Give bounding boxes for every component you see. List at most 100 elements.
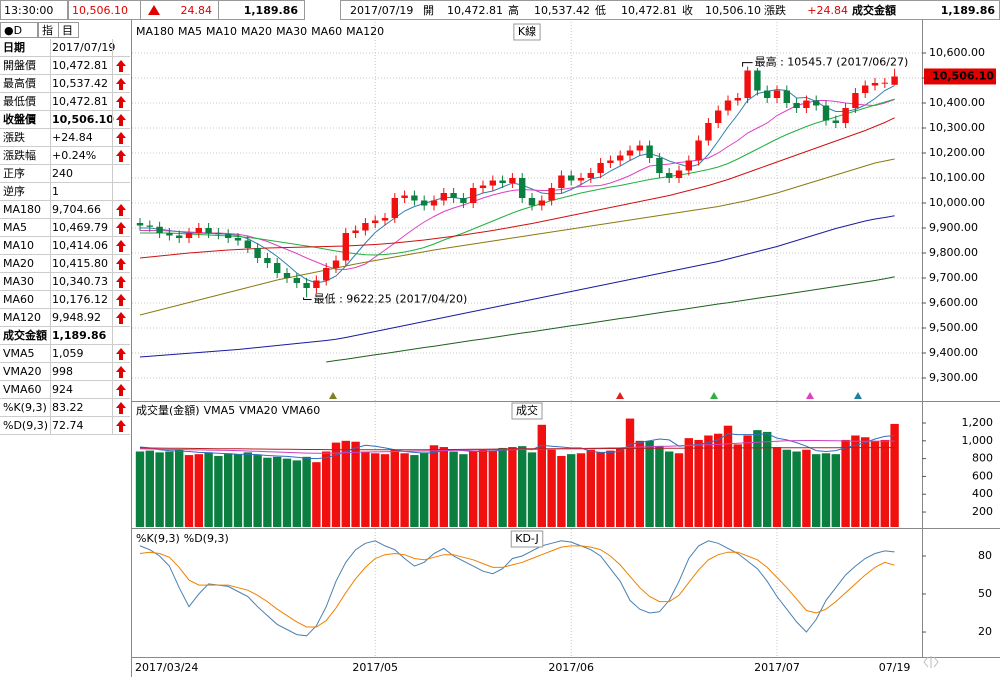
title-box [513, 23, 541, 41]
tab[interactable] [58, 22, 79, 38]
scroll-arrow[interactable] [923, 656, 929, 668]
field-label: 開 [423, 4, 434, 17]
up-arrow [116, 420, 126, 432]
row-value: 240 [52, 167, 73, 180]
candle-body [871, 83, 879, 86]
candle-body [842, 108, 849, 123]
volume-bar [753, 430, 762, 527]
up-icon [148, 5, 160, 15]
volume-bar [175, 449, 184, 527]
cell [0, 0, 68, 20]
kd-line [139, 540, 895, 637]
up-arrow [116, 222, 126, 234]
volume-bar [371, 453, 380, 527]
tab[interactable] [0, 22, 38, 38]
row-label: MA5 [3, 221, 27, 234]
volume-bar [557, 455, 566, 527]
y-tick-label: 1,000 [962, 434, 994, 447]
row-label: 開盤價 [3, 58, 36, 72]
candle-body [636, 145, 643, 151]
candle-body [646, 145, 653, 158]
signal [710, 392, 718, 399]
volume-bar [635, 440, 644, 527]
candle-body [852, 93, 859, 108]
max-annotation: 最高 : 10545.7 (2017/06/27) [755, 55, 909, 69]
up-arrow [116, 60, 126, 72]
volume-bar [625, 418, 635, 527]
time: 13:30:00 [4, 4, 53, 17]
volume-bar [224, 453, 233, 527]
candle-body [793, 103, 800, 108]
row-label: %K(9,3) [3, 401, 47, 414]
volume-bar [331, 442, 341, 527]
legend-entry: MA20 [241, 25, 272, 38]
volume-bar [439, 447, 448, 527]
annotation-line [742, 62, 753, 67]
candle-body [832, 120, 839, 123]
volume-bar [704, 435, 713, 527]
last-price-label: 10,506.10 [932, 69, 994, 82]
candle-body [381, 218, 389, 221]
up-arrow [116, 366, 126, 378]
candle-body [185, 233, 193, 238]
tab-label[interactable]: 指 [42, 23, 53, 37]
field-label: 高 [508, 3, 519, 17]
candle-body [822, 105, 830, 121]
legend-entry: %D(9,3) [184, 532, 229, 545]
row-label: 最低價 [3, 94, 36, 108]
row-label: 漲跌 [3, 130, 25, 144]
cell [218, 0, 305, 20]
volume-bar [880, 439, 889, 527]
candle-body [891, 76, 898, 85]
candle-body [734, 98, 741, 101]
y-tick-label: 1,200 [962, 416, 994, 429]
volume-bar [821, 453, 831, 527]
candle-body [440, 193, 447, 201]
volume-bar [831, 454, 840, 527]
row-value: 998 [52, 365, 73, 378]
y-tick-label: 10,400.00 [929, 96, 985, 109]
candle-body [205, 228, 212, 233]
y-tick-label: 80 [978, 549, 992, 562]
volume-bar [606, 450, 615, 527]
candle-body [538, 200, 545, 206]
volume-bar [420, 452, 429, 527]
scroll-icon[interactable] [923, 656, 939, 668]
y-tick-label: 9,500.00 [929, 321, 978, 334]
kd-line [139, 545, 895, 628]
row-value: 10,472.81 [52, 95, 108, 108]
signal [806, 392, 814, 399]
tab-label[interactable]: ●D [4, 24, 22, 37]
volume-bar [537, 424, 546, 527]
volume-bar [518, 446, 527, 527]
field-label: 漲跌 [764, 3, 786, 17]
up-arrow [116, 294, 126, 306]
up-arrow [116, 348, 126, 360]
up-arrow [116, 312, 126, 324]
candle-body [666, 173, 673, 178]
candle-body [744, 70, 751, 98]
candle-body [519, 178, 526, 198]
candle-body [695, 140, 702, 161]
field-value: +24.84 [807, 4, 848, 17]
legend-entry: 成交量(金額) [136, 403, 200, 417]
x-tick-label: 2017/07 [754, 661, 800, 674]
tab-label[interactable]: 目 [62, 24, 73, 37]
up-arrow [116, 204, 126, 216]
volume-bar [233, 454, 243, 527]
volume-bar [802, 449, 811, 527]
row-label: 最高價 [3, 76, 36, 90]
candle-body [430, 200, 438, 206]
scroll-arrow[interactable] [933, 656, 939, 668]
candle-body [881, 82, 888, 84]
field-value: 10,472.81 [621, 4, 677, 17]
y-tick-label: 20 [978, 625, 992, 638]
y-tick-label: 9,600.00 [929, 296, 978, 309]
candle-body [342, 233, 349, 261]
candle-body [460, 198, 467, 203]
candle-body [274, 263, 281, 273]
row-label: VMA60 [3, 383, 42, 396]
tabs: ●D 指 目 [0, 22, 79, 38]
row-value: 1,189.86 [52, 329, 107, 342]
